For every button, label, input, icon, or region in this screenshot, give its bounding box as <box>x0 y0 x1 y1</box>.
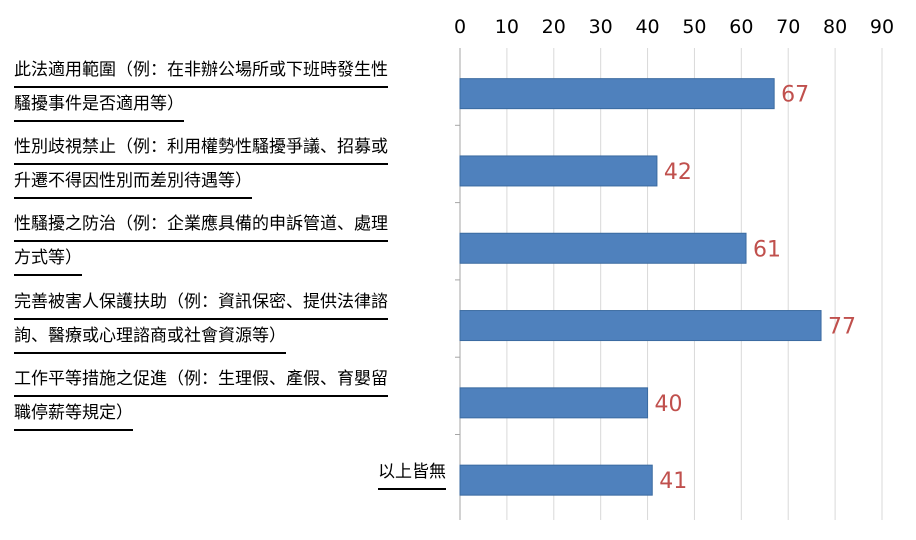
category-label-line: 完善被害人保護扶助（例：資訊保密、提供法律諮 <box>14 286 388 320</box>
x-tick-labels: 0 10 20 30 40 50 60 70 80 90 <box>454 16 894 38</box>
bar <box>459 464 653 496</box>
data-label: 42 <box>664 160 692 185</box>
x-tick-label: 10 <box>495 16 519 38</box>
category-label-line: 職停薪等規定） <box>14 397 133 431</box>
bars <box>459 78 822 496</box>
data-label: 77 <box>828 315 856 340</box>
grid-lines <box>455 48 883 520</box>
x-tick-label: 90 <box>870 16 894 38</box>
category-label: 性騷擾之防治（例：企業應具備的申訴管道、處理 方式等） <box>14 208 446 277</box>
category-label-line: 詢、醫療或心理諮商或社會資源等） <box>14 320 286 354</box>
category-label-line: 方式等） <box>14 242 82 277</box>
category-label-line: 升遷不得因性別而差別待遇等） <box>14 165 252 199</box>
category-label: 工作平等措施之促進（例：生理假、產假、育嬰留 職停薪等規定） <box>14 363 446 431</box>
bar <box>459 387 649 419</box>
x-tick-label: 70 <box>776 16 800 38</box>
category-label-line: 工作平等措施之促進（例：生理假、產假、育嬰留 <box>14 363 388 397</box>
x-tick-label: 0 <box>454 16 466 38</box>
x-tick-label: 30 <box>589 16 613 38</box>
x-tick-label: 60 <box>729 16 753 38</box>
data-label: 67 <box>781 83 809 108</box>
data-labels: 67 42 61 77 40 41 <box>655 83 856 494</box>
x-tick-label: 20 <box>542 16 566 38</box>
x-tick-label: 50 <box>682 16 706 38</box>
data-label: 40 <box>655 392 683 417</box>
category-label-line: 性騷擾之防治（例：企業應具備的申訴管道、處理 <box>14 208 388 243</box>
category-label: 此法適用範圍（例：在非辦公場所或下班時發生性 騷擾事件是否適用等） <box>14 54 446 122</box>
data-label: 61 <box>753 237 781 262</box>
category-label-line: 騷擾事件是否適用等） <box>14 88 184 122</box>
x-tick-label: 80 <box>823 16 847 38</box>
category-label: 以上皆無 <box>14 456 446 491</box>
bar <box>459 155 658 187</box>
category-label-line: 性別歧視禁止（例：利用權勢性騷擾爭議、招募或 <box>14 131 388 165</box>
bar <box>459 232 747 264</box>
category-label: 完善被害人保護扶助（例：資訊保密、提供法律諮 詢、醫療或心理諮商或社會資源等） <box>14 286 446 354</box>
bar <box>459 78 775 110</box>
data-label: 41 <box>659 469 687 494</box>
category-label: 性別歧視禁止（例：利用權勢性騷擾爭議、招募或 升遷不得因性別而差別待遇等） <box>14 131 446 199</box>
bar <box>459 310 822 342</box>
x-tick-label: 40 <box>635 16 659 38</box>
category-label-line: 此法適用範圍（例：在非辦公場所或下班時發生性 <box>14 54 388 88</box>
category-label-line: 以上皆無 <box>378 456 446 491</box>
